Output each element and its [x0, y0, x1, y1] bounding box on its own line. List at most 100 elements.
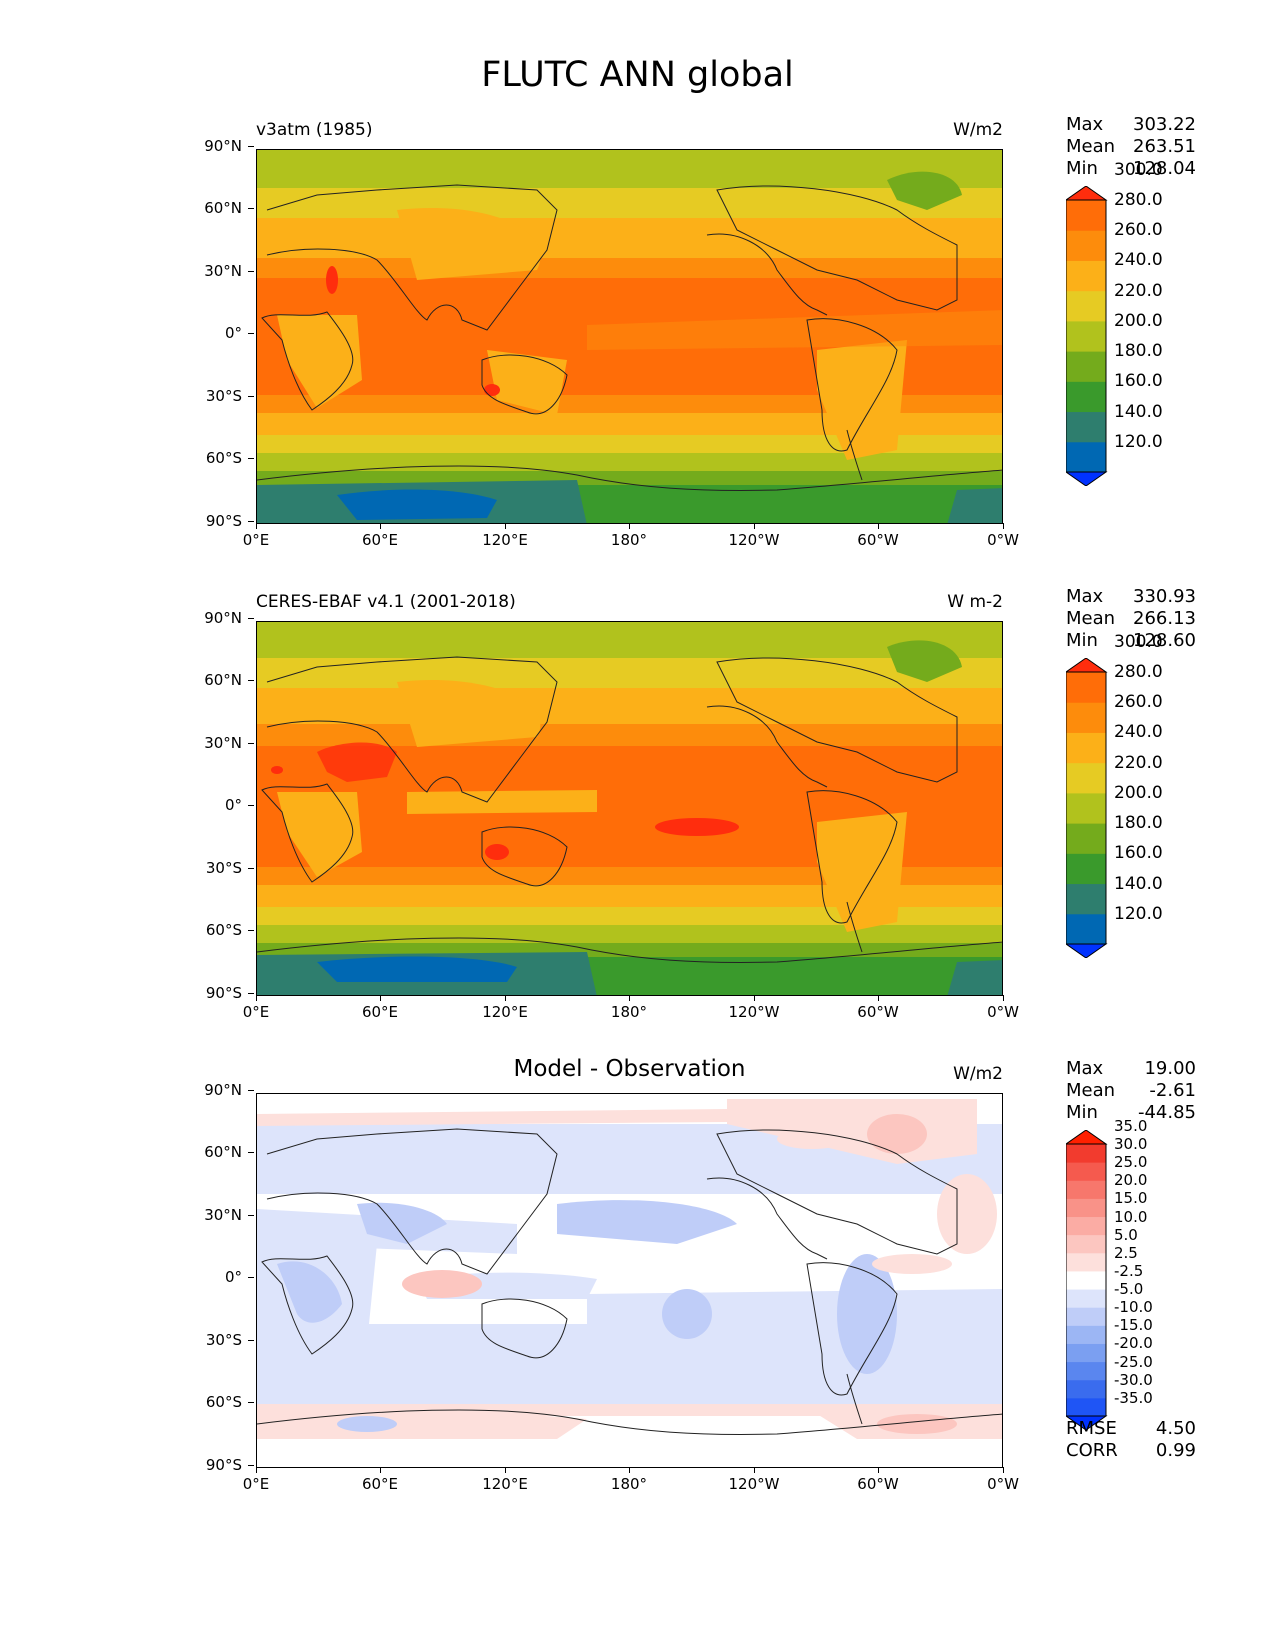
lon-tick: 0°W [973, 995, 1033, 1021]
stat-label: Min [1066, 630, 1098, 651]
colorbar-tick-label: 280.0 [1114, 190, 1163, 210]
lon-tick: 60°E [350, 1467, 410, 1493]
colorbar-segment [1066, 351, 1106, 382]
colorbar-extension-bottom [1064, 471, 1108, 487]
colorbar-extension-top [1064, 1129, 1108, 1145]
colorbar-tick-label: 140.0 [1114, 873, 1163, 894]
lat-tick: 60°N [196, 199, 254, 217]
lon-tick: 120°E [475, 523, 535, 549]
metric-value: 0.99 [1155, 1440, 1196, 1461]
colorbar-segment [1066, 913, 1106, 945]
colorbar-tick-label: 200.0 [1114, 310, 1163, 331]
panel-left-title: CERES-EBAF v4.1 (2001-2018) [256, 592, 516, 612]
colorbar-tick-label: 35.0 [1114, 1116, 1148, 1135]
panel-left-title: v3atm (1985) [256, 120, 373, 140]
colorbar-tick-label: 120.0 [1114, 903, 1163, 924]
lon-tick: 120°W [724, 523, 784, 549]
lon-tick: 120°E [475, 1467, 535, 1493]
stat-label: Min [1066, 158, 1098, 179]
colorbar: 120.0 140.0 160.0 180.0 200.0 220.0 240.0 260.0… [1064, 160, 1163, 490]
colorbar-segment [1066, 672, 1106, 703]
colorbar-tick-label: -25.0 [1114, 1352, 1153, 1371]
stat-label: Max [1066, 114, 1104, 135]
colorbar-tick-label: 10.0 [1114, 1207, 1148, 1226]
colorbar-frame [1065, 199, 1107, 473]
colorbar-tick-label: 300.0 [1114, 159, 1163, 180]
map-model [256, 149, 1003, 524]
colorbar-segment [1066, 1162, 1106, 1181]
colorbar-segment [1066, 200, 1106, 231]
lon-tick: 0°W [973, 523, 1033, 549]
lon-tick: 120°W [724, 995, 784, 1021]
stat-value: -2.61 [1149, 1080, 1196, 1101]
colorbar-tick-label: 200.0 [1114, 782, 1163, 803]
colorbar-segment [1066, 1180, 1106, 1199]
colorbar-extension-top [1064, 657, 1108, 673]
map-difference [256, 1093, 1003, 1468]
stat-label: Mean [1066, 136, 1116, 157]
panel-units: W/m2 [953, 1064, 1003, 1084]
stat-value: -44.85 [1137, 1102, 1196, 1123]
lon-tick: 0°E [226, 1467, 286, 1493]
colorbar-segment [1066, 1325, 1106, 1344]
lat-tick: 0° [196, 324, 254, 342]
stat-value: 330.93 [1133, 586, 1196, 607]
lon-tick: 120°W [724, 1467, 784, 1493]
lon-tick: 0°E [226, 523, 286, 549]
colorbar-segment [1066, 1361, 1106, 1381]
colorbar-segment [1066, 1307, 1106, 1326]
colorbar-tick-label: -10.0 [1114, 1298, 1153, 1317]
colorbar-segment [1066, 260, 1106, 292]
colorbar-tick-label: -35.0 [1114, 1388, 1153, 1407]
colorbar-segment [1066, 1252, 1106, 1272]
diff-metrics: RMSE 4.50 CORR 0.99 [1066, 1418, 1196, 1462]
colorbar-tick-label: 25.0 [1114, 1153, 1148, 1172]
figure-title: FLUTC ANN global [481, 55, 794, 95]
lat-tick: 60°S [196, 1393, 254, 1411]
colorbar-tick-label: 220.0 [1114, 752, 1163, 773]
lat-tick: 90°S [196, 984, 254, 1002]
colorbar-tick-label: 180.0 [1114, 341, 1163, 362]
lat-tick: 60°S [196, 449, 254, 467]
colorbar-segment [1066, 1289, 1106, 1308]
panel-units: W m-2 [947, 592, 1003, 612]
lon-tick: 60°E [350, 995, 410, 1021]
metric-label: RMSE [1066, 1418, 1117, 1439]
lat-tick: 30°N [196, 734, 254, 752]
colorbar-extension-top [1064, 185, 1108, 201]
colorbar-tick-label: 280.0 [1114, 662, 1163, 682]
stat-label: Mean [1066, 1080, 1116, 1101]
colorbar-segment [1066, 1270, 1106, 1290]
lat-tick: 60°N [196, 671, 254, 689]
map-observation [256, 621, 1003, 996]
lon-tick: 180° [599, 995, 659, 1021]
colorbar-segment [1066, 1216, 1106, 1236]
colorbar-tick-label: 5.0 [1114, 1225, 1138, 1244]
panel-model: v3atm (1985) W/m2 [0, 114, 1275, 570]
colorbar-segment [1066, 1144, 1106, 1163]
lat-tick: 0° [196, 796, 254, 814]
colorbar-tick-label: 260.0 [1114, 692, 1163, 713]
lon-tick: 60°W [848, 523, 908, 549]
panel-observation: CERES-EBAF v4.1 (2001-2018) W m-2 [0, 586, 1275, 1042]
colorbar-segment [1066, 441, 1106, 473]
lon-tick: 180° [599, 1467, 659, 1493]
lon-tick: 60°E [350, 523, 410, 549]
colorbar-segment [1066, 1343, 1106, 1363]
colorbar-tick-label: 160.0 [1114, 371, 1163, 392]
stat-value: 128.60 [1133, 630, 1196, 651]
stat-value: 303.22 [1133, 114, 1196, 135]
lat-tick: 60°N [196, 1143, 254, 1161]
lat-tick: 90°S [196, 512, 254, 530]
stat-label: Mean [1066, 608, 1116, 629]
colorbar-segment [1066, 320, 1106, 352]
stat-value: 128.04 [1133, 158, 1196, 179]
colorbar-segment [1066, 853, 1106, 885]
lat-tick: 90°S [196, 1456, 254, 1474]
lat-tick: 60°S [196, 921, 254, 939]
lat-tick: 90°N [196, 1081, 254, 1099]
lat-tick: 30°N [196, 262, 254, 280]
colorbar-segment [1066, 792, 1106, 824]
colorbar-tick-label: 220.0 [1114, 280, 1163, 301]
colorbar-tick-label: -30.0 [1114, 1370, 1153, 1389]
